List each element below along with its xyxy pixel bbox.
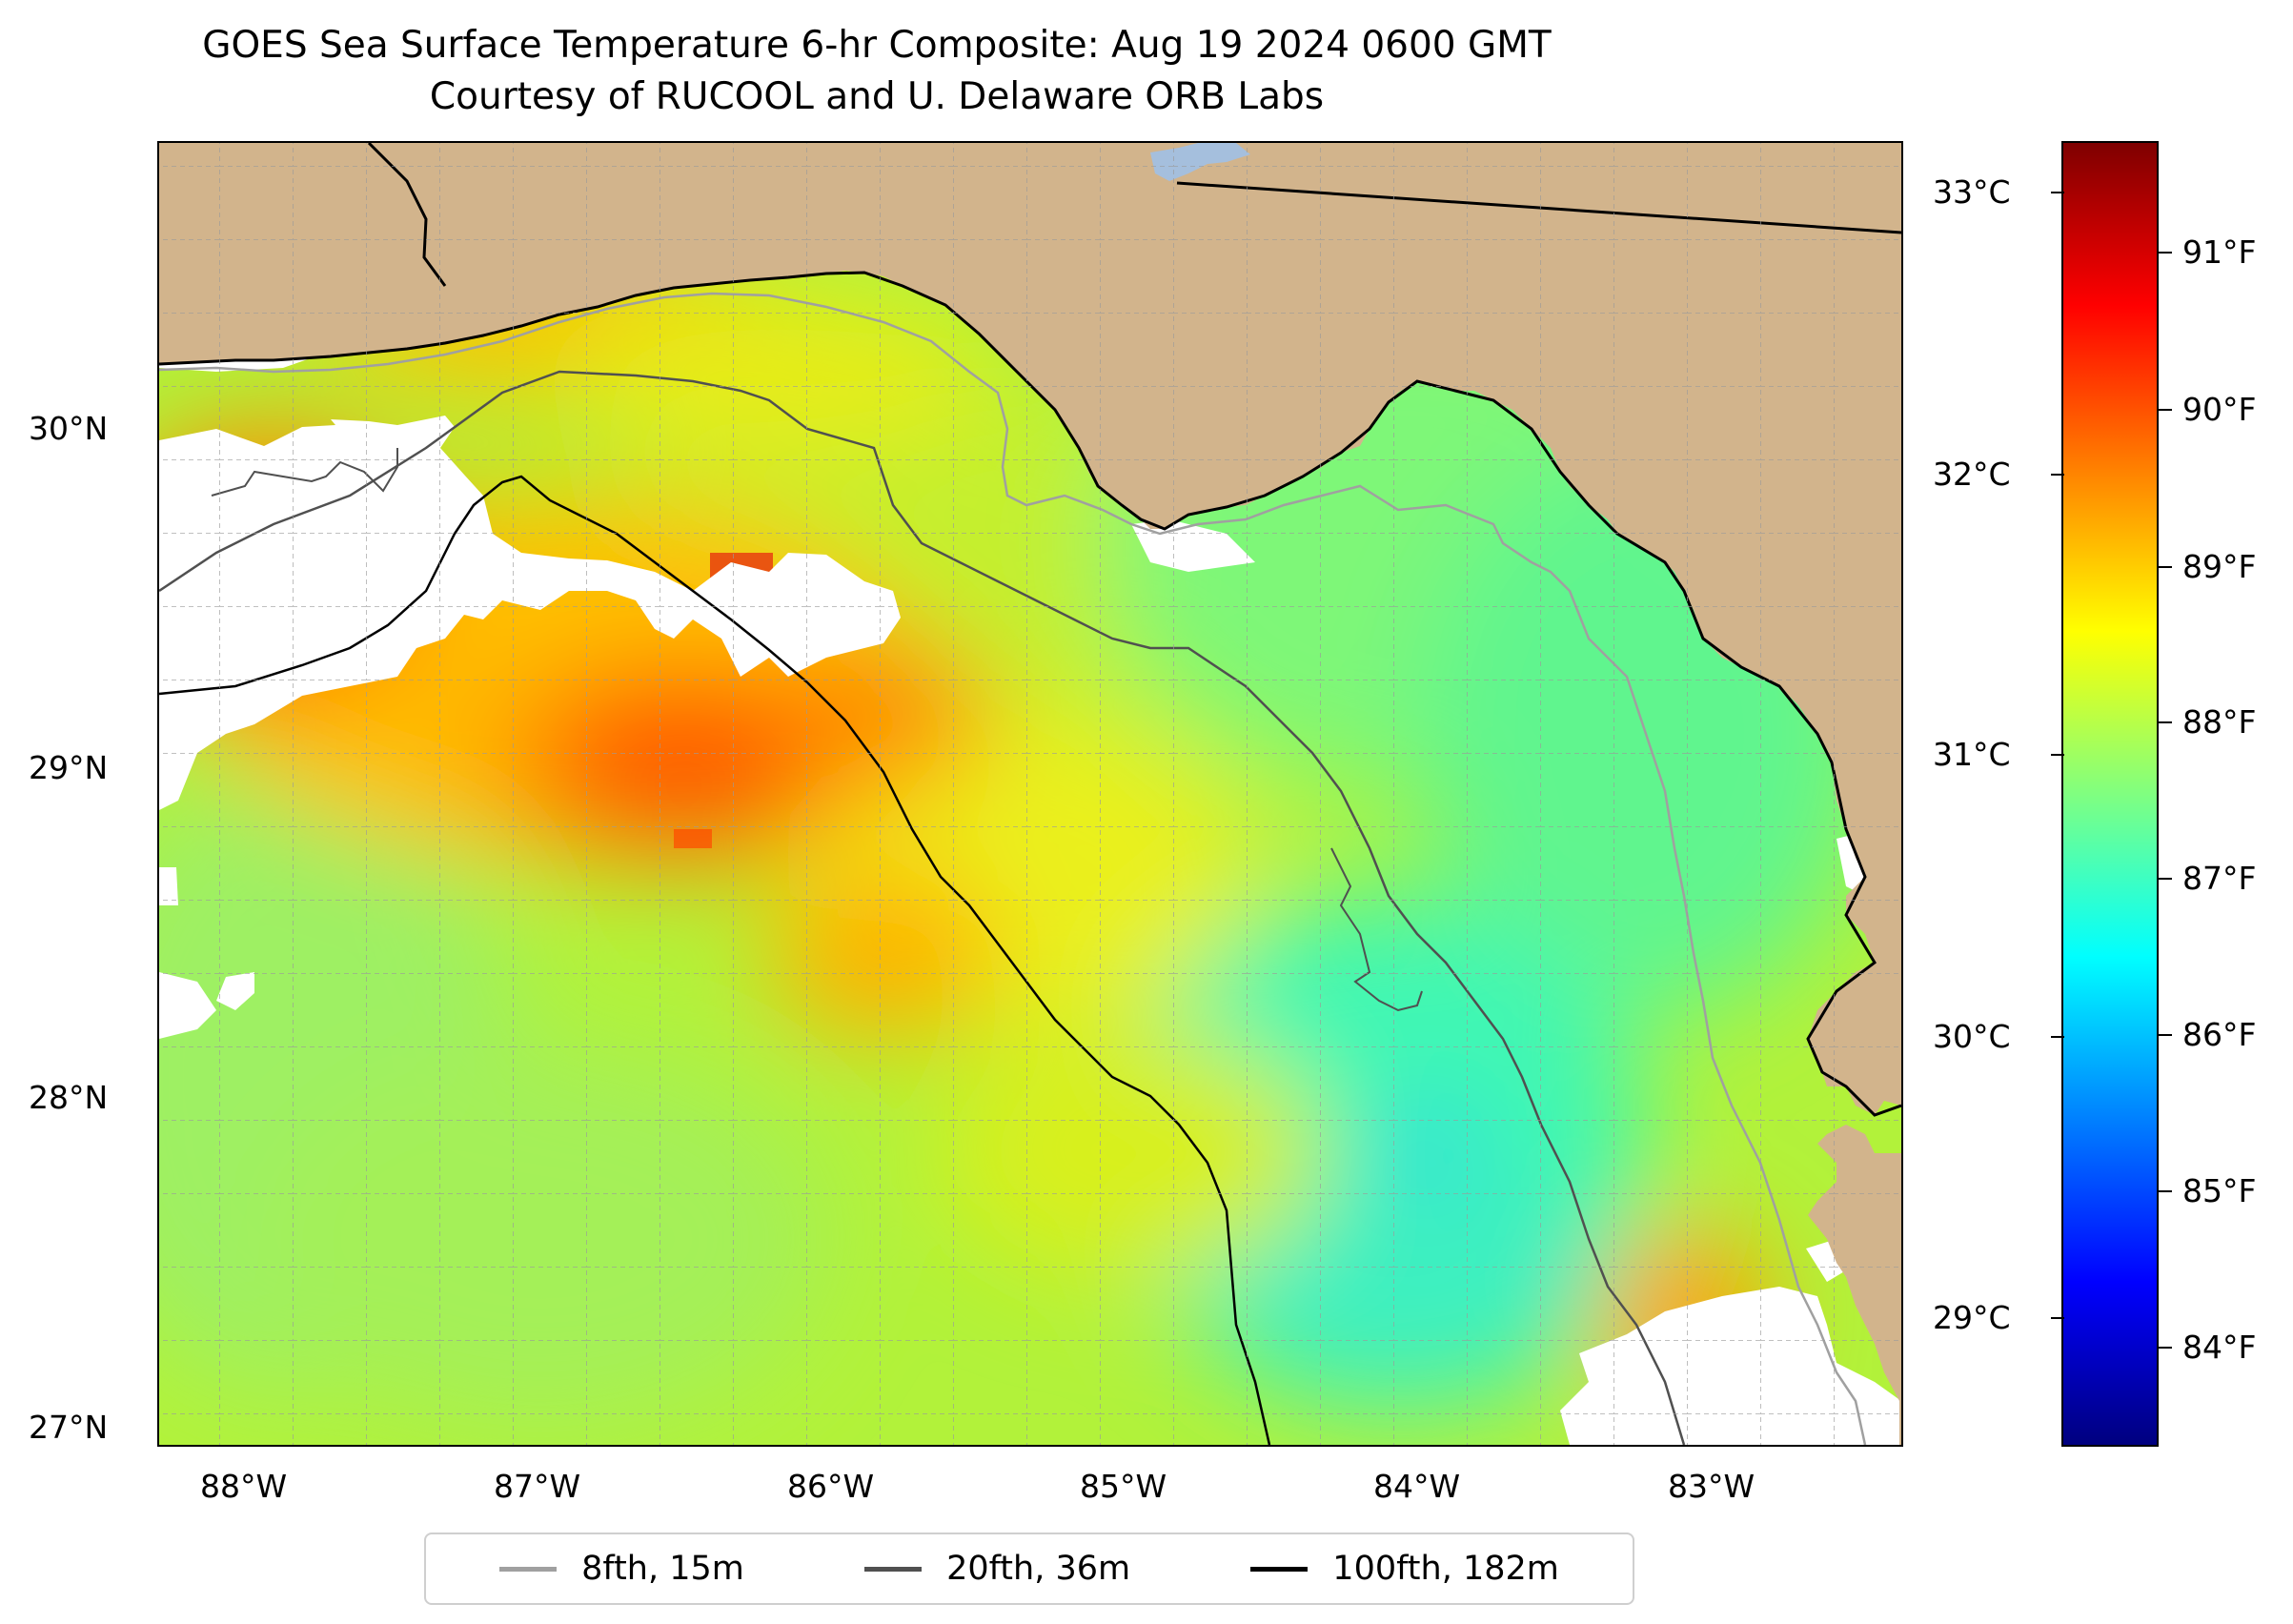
colorbar-tick xyxy=(2159,252,2172,254)
colorbar-tick xyxy=(2159,566,2172,568)
colorbar-fahrenheit-label: 85°F xyxy=(2182,1172,2257,1209)
colorbar-celsius-label: 30°C xyxy=(1933,1018,2011,1055)
colorbar-tick xyxy=(2051,1036,2064,1038)
lon-label: 87°W xyxy=(494,1468,581,1505)
colorbar-fahrenheit-label: 89°F xyxy=(2182,548,2257,585)
map-title: GOES Sea Surface Temperature 6-hr Compos… xyxy=(202,24,1552,67)
graticule xyxy=(159,143,1901,1445)
sst-map xyxy=(157,141,1903,1447)
colorbar-tick xyxy=(2159,1190,2172,1192)
colorbar-fahrenheit-label: 88°F xyxy=(2182,703,2257,741)
map-subtitle: Courtesy of RUCOOL and U. Delaware ORB L… xyxy=(429,75,1325,118)
lon-label: 84°W xyxy=(1373,1468,1461,1505)
lat-label: 30°N xyxy=(29,410,109,447)
colorbar-tick xyxy=(2159,878,2172,880)
colorbar-tick xyxy=(2159,721,2172,723)
lon-label: 83°W xyxy=(1668,1468,1755,1505)
legend-swatch xyxy=(499,1566,558,1572)
colorbar-celsius-label: 29°C xyxy=(1933,1299,2011,1336)
legend-swatch xyxy=(1250,1566,1309,1572)
colorbar-tick xyxy=(2051,474,2064,476)
lon-label: 86°W xyxy=(787,1468,875,1505)
legend-item-20fth: 20fth, 36m xyxy=(864,1550,1130,1588)
legend-label: 20fth, 36m xyxy=(946,1550,1131,1588)
colorbar-fahrenheit-label: 84°F xyxy=(2182,1329,2257,1366)
colorbar-celsius-label: 32°C xyxy=(1933,456,2011,493)
lat-label: 29°N xyxy=(29,749,109,786)
colorbar-tick xyxy=(2159,1347,2172,1349)
colorbar-tick xyxy=(2051,1317,2064,1319)
colorbar-tick xyxy=(2159,1034,2172,1036)
colorbar-celsius-label: 31°C xyxy=(1933,736,2011,773)
lat-label: 27°N xyxy=(29,1409,109,1446)
legend-label: 8fth, 15m xyxy=(581,1550,744,1588)
colorbar-tick xyxy=(2159,409,2172,411)
lat-label: 28°N xyxy=(29,1079,109,1116)
legend-swatch xyxy=(864,1566,923,1572)
colorbar-fahrenheit-label: 86°F xyxy=(2182,1016,2257,1053)
legend: 8fth, 15m 20fth, 36m 100fth, 182m xyxy=(424,1533,1634,1605)
lon-label: 88°W xyxy=(200,1468,288,1505)
colorbar-fahrenheit-label: 91°F xyxy=(2182,233,2257,271)
colorbar-celsius-label: 33°C xyxy=(1933,173,2011,211)
colorbar-tick xyxy=(2051,754,2064,756)
colorbar-tick xyxy=(2051,192,2064,193)
colorbar-fahrenheit-label: 87°F xyxy=(2182,860,2257,897)
colorbar-fahrenheit-label: 90°F xyxy=(2182,391,2257,428)
legend-item-8fth: 8fth, 15m xyxy=(499,1550,744,1588)
lon-label: 85°W xyxy=(1080,1468,1167,1505)
colorbar xyxy=(2061,141,2159,1447)
legend-label: 100fth, 182m xyxy=(1332,1550,1559,1588)
legend-item-100fth: 100fth, 182m xyxy=(1250,1550,1559,1588)
